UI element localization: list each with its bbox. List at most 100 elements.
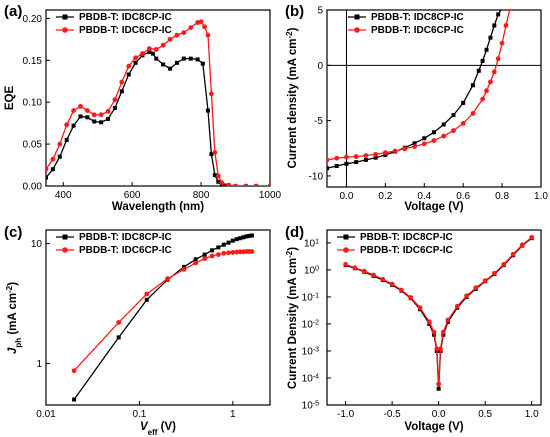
y-axis-label: EQE xyxy=(4,86,16,111)
legend: PBDB-T: IDC8CP-IC PBDB-T: IDC6CP-IC xyxy=(56,12,172,36)
data-point xyxy=(507,10,513,12)
x-tick-label: -0.5 xyxy=(384,409,402,420)
data-point xyxy=(445,317,451,323)
data-point xyxy=(160,42,166,48)
data-point xyxy=(181,264,186,269)
data-point xyxy=(352,265,358,271)
data-point xyxy=(188,56,193,61)
x-tick-label: 600 xyxy=(124,190,141,201)
data-point xyxy=(147,49,152,54)
legend-marker xyxy=(343,247,349,253)
data-point xyxy=(133,55,139,61)
data-point xyxy=(234,249,240,255)
data-point xyxy=(334,163,339,168)
legend-label: PBDB-T: IDC6CP-IC xyxy=(360,245,453,256)
data-point xyxy=(491,69,497,75)
ticks-group: 400 600 800 1000 0.00 0.05 0.10 0.15 0.20 xyxy=(23,14,282,201)
data-point xyxy=(140,51,145,56)
data-point xyxy=(230,250,236,255)
data-point xyxy=(106,116,111,121)
data-point xyxy=(46,166,49,172)
x-tick-label: 0.01 xyxy=(36,409,56,420)
data-point xyxy=(499,40,505,46)
data-point xyxy=(389,281,395,287)
data-point xyxy=(116,335,121,340)
data-point xyxy=(344,154,349,160)
data-point xyxy=(216,245,221,250)
data-point xyxy=(181,30,187,36)
data-point xyxy=(344,161,349,166)
data-point xyxy=(153,46,159,52)
data-point xyxy=(438,346,443,352)
data-point xyxy=(105,109,111,114)
x-axis-label: Wavelength (nm) xyxy=(112,201,204,213)
data-point xyxy=(84,108,90,113)
data-point xyxy=(440,329,446,335)
data-point xyxy=(188,25,194,30)
data-point xyxy=(150,51,155,56)
data-point xyxy=(470,111,476,116)
data-point xyxy=(50,156,56,162)
data-point xyxy=(451,113,456,118)
y-tick-label: 10-1 xyxy=(302,292,319,304)
series-group xyxy=(343,234,535,391)
x-tick-label: 1000 xyxy=(259,190,282,201)
series-line xyxy=(73,250,252,372)
data-point xyxy=(50,167,55,172)
x-tick-label: 1.0 xyxy=(525,409,539,420)
data-point xyxy=(165,276,170,282)
legend-marker xyxy=(62,234,68,240)
data-point xyxy=(92,119,97,124)
data-point xyxy=(71,123,76,128)
panel-d-dark: (d) -1.0 -0.5 0.0 0.5 1.0 10-5 10-4 10-3 10-2 10-… xyxy=(285,224,542,433)
data-point xyxy=(91,112,97,118)
data-point xyxy=(441,122,446,127)
data-point xyxy=(432,130,436,135)
ticks-group: 0.01 0.1 1 1 10 xyxy=(31,239,236,420)
plot-frame xyxy=(45,9,271,187)
legend-marker xyxy=(343,234,349,240)
data-point xyxy=(126,63,132,69)
data-point xyxy=(441,133,447,139)
data-point xyxy=(402,146,408,152)
plot-frame xyxy=(45,229,271,406)
data-point xyxy=(454,303,460,309)
y-tick-label: 10-5 xyxy=(302,400,319,412)
data-point xyxy=(417,305,423,311)
data-point xyxy=(495,56,501,62)
series-line xyxy=(345,236,533,385)
data-point xyxy=(354,160,359,165)
legend-label: PBDB-T: IDC6CP-IC xyxy=(79,25,172,36)
data-point xyxy=(488,35,493,40)
data-point xyxy=(253,183,259,186)
x-tick-label: -1.0 xyxy=(337,409,355,420)
data-point xyxy=(431,138,437,143)
panel-b-jv: (b) 0.0 0.2 0.4 0.6 0.8 1.0 -10 -5 0 5 PBDB-T: ID… xyxy=(285,3,549,213)
data-point xyxy=(510,251,516,257)
data-point xyxy=(198,19,204,25)
y-tick-label: 0.00 xyxy=(23,182,43,193)
ticks-group: 0.0 0.2 0.4 0.6 0.8 1.0 -10 -5 0 5 xyxy=(309,6,549,203)
x-axis-label: Voltage (V) xyxy=(404,421,463,433)
data-point xyxy=(480,96,486,102)
data-point xyxy=(451,128,456,133)
legend-marker xyxy=(62,247,68,253)
y-tick-label: 5 xyxy=(317,6,323,17)
data-point xyxy=(221,250,227,256)
data-point xyxy=(216,179,221,184)
x-tick-label: 1 xyxy=(230,409,236,420)
data-point xyxy=(373,155,378,160)
data-point xyxy=(473,285,479,291)
x-axis-label: Voltage (V) xyxy=(404,201,463,213)
data-point xyxy=(209,91,214,97)
data-point xyxy=(193,260,199,266)
data-point xyxy=(267,183,270,186)
data-point xyxy=(484,88,489,94)
legend: PBDB-T: IDC8CP-IC PBDB-T: IDC6CP-IC xyxy=(56,232,172,256)
data-point xyxy=(244,234,249,239)
legend-marker xyxy=(354,14,360,20)
data-point xyxy=(99,120,104,125)
data-point xyxy=(247,233,252,238)
legend-marker xyxy=(62,14,68,20)
